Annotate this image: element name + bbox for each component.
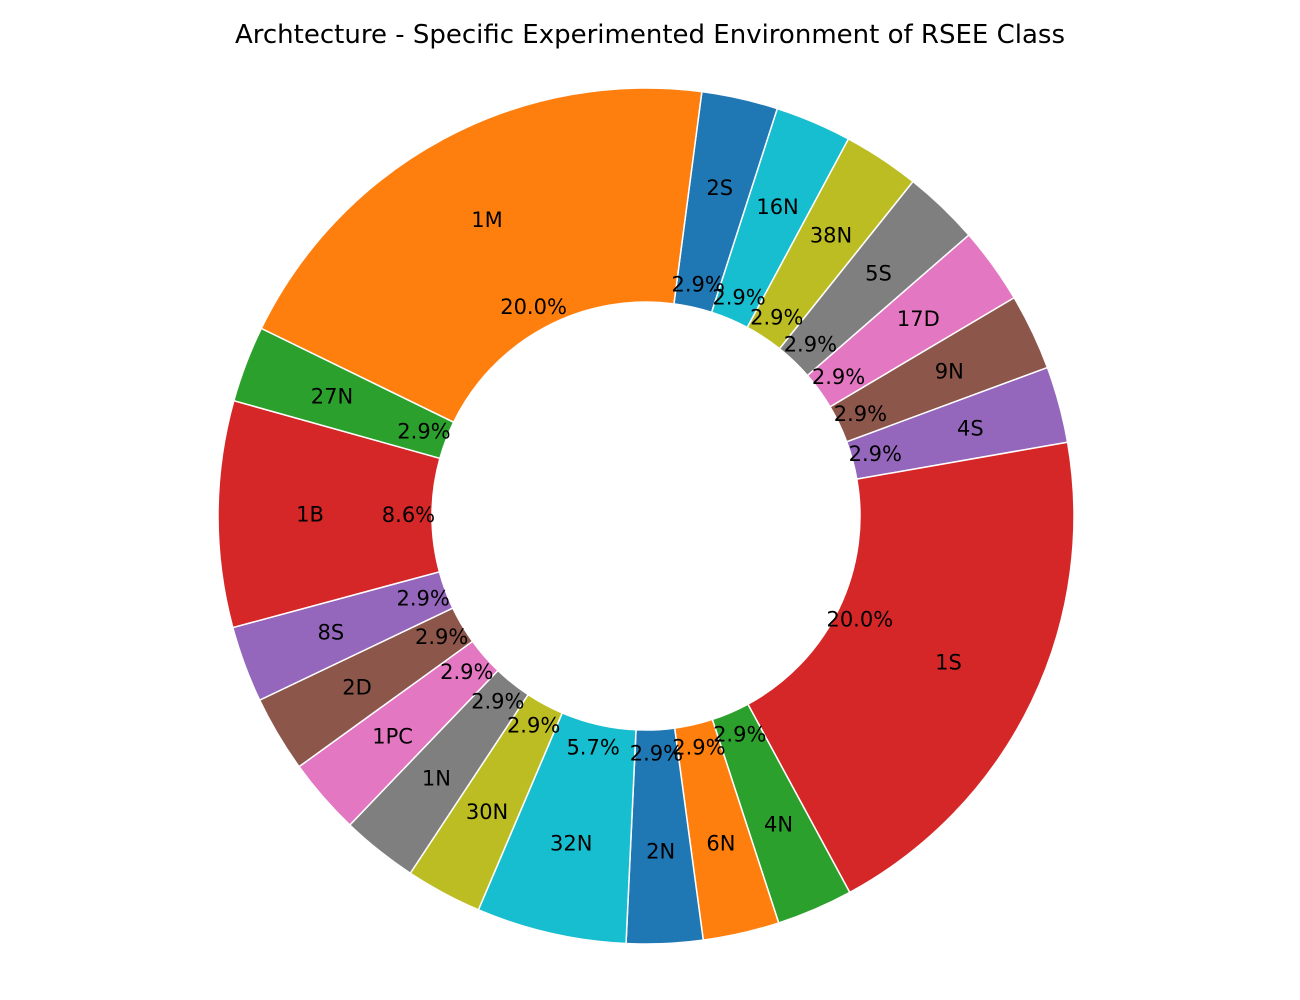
slice-label-8s-16: 8S [318,621,345,645]
slice-label-2n-10: 2N [646,840,675,864]
slice-label-1n-13: 1N [422,767,451,791]
slice-pct-2n-10: 2.9% [630,741,683,765]
donut-labels: 2S 2.9% 16N 2.9% 38N 2.9% 5S 2.9% 17D 2.9% 9N 2.9% 4… [296,176,984,863]
slice-label-1pc-14: 1PC [372,725,413,749]
slice-pct-38n-2: 2.9% [750,306,803,330]
slice-pct-27n-18: 2.9% [397,420,450,444]
slice-pct-1n-13: 2.9% [471,690,524,714]
slice-label-38n-2: 38N [810,224,852,248]
slice-label-30n-12: 30N [466,800,508,824]
slice-pct-5s-3: 2.9% [784,333,837,357]
slice-1m-19 [260,87,703,424]
slice-pct-1m-19: 20.0% [500,295,567,319]
slice-label-1m-19: 1M [471,208,502,232]
slice-pct-2s-0: 2.9% [671,272,724,296]
slice-label-1s-7: 1S [935,650,962,674]
slice-label-16n-1: 16N [756,195,798,219]
slice-label-5s-3: 5S [865,261,892,285]
slice-pct-16n-1: 2.9% [712,285,765,309]
slice-pct-9n-5: 2.9% [834,402,887,426]
slice-label-4s-6: 4S [957,416,984,440]
slice-label-4n-8: 4N [764,813,793,837]
slice-pct-32n-11: 5.7% [566,736,619,760]
slice-pct-2d-15: 2.9% [415,625,468,649]
slice-label-1b-17: 1B [296,502,324,526]
slice-pct-1pc-14: 2.9% [440,660,493,684]
slice-label-6n-9: 6N [706,832,735,856]
slice-pct-17d-4: 2.9% [812,365,865,389]
slice-pct-4n-8: 2.9% [713,722,766,746]
slice-pct-6n-9: 2.9% [672,736,725,760]
slice-label-17d-4: 17D [897,307,940,331]
slice-pct-8s-16: 2.9% [397,586,450,610]
slice-1s-7 [746,441,1075,894]
slice-label-32n-11: 32N [550,832,592,856]
slice-label-27n-18: 27N [311,385,353,409]
slice-label-9n-5: 9N [935,359,964,383]
chart-title: Archtecture - Specific Experimented Envi… [234,20,1065,50]
slice-pct-30n-12: 2.9% [507,713,560,737]
slice-label-2d-15: 2D [342,675,372,699]
donut-slices [217,87,1075,945]
slice-label-2s-0: 2S [706,176,733,200]
slice-pct-1s-7: 20.0% [826,607,893,631]
slice-pct-1b-17: 8.6% [382,503,435,527]
slice-pct-4s-6: 2.9% [849,442,902,466]
